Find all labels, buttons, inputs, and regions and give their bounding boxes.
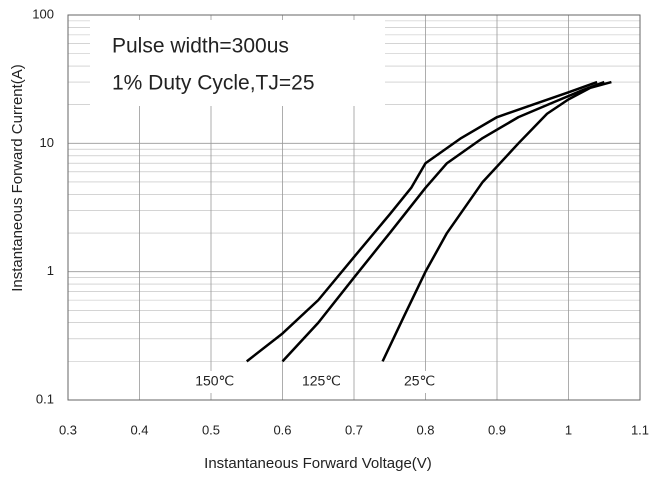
x-tick-label: 0.4 (130, 422, 148, 437)
x-tick-label: 0.6 (273, 422, 291, 437)
y-axis-label: Instantaneous Forward Current(A) (9, 64, 26, 292)
y-tick-label: 1 (47, 263, 54, 278)
annotation-box (90, 20, 385, 106)
curve (381, 80, 612, 362)
x-tick-label: 0.3 (59, 422, 77, 437)
label-bg (295, 371, 348, 393)
y-tick-label: 0.1 (36, 391, 54, 406)
y-tick-label: 100 (32, 6, 54, 21)
x-tick-label: 1.1 (631, 422, 649, 437)
curve (245, 80, 598, 363)
curve-label: 25℃ (404, 373, 435, 389)
label-bg (188, 371, 241, 393)
curve-label: 150℃ (195, 373, 234, 389)
curve (281, 80, 605, 363)
x-tick-label: 1 (565, 422, 572, 437)
x-tick-label: 0.8 (416, 422, 434, 437)
x-tick-label: 0.5 (202, 422, 220, 437)
x-tick-label: 0.7 (345, 422, 363, 437)
x-tick-label: 0.9 (488, 422, 506, 437)
y-tick-label: 10 (40, 135, 54, 150)
annotation: Pulse width=300us (112, 35, 289, 58)
curve-label: 125℃ (302, 373, 341, 389)
annotation: 1% Duty Cycle,TJ=25 (112, 72, 315, 95)
label-bg (393, 371, 446, 393)
x-axis-label: Instantaneous Forward Voltage(V) (204, 455, 432, 472)
plot-border (67, 14, 641, 401)
